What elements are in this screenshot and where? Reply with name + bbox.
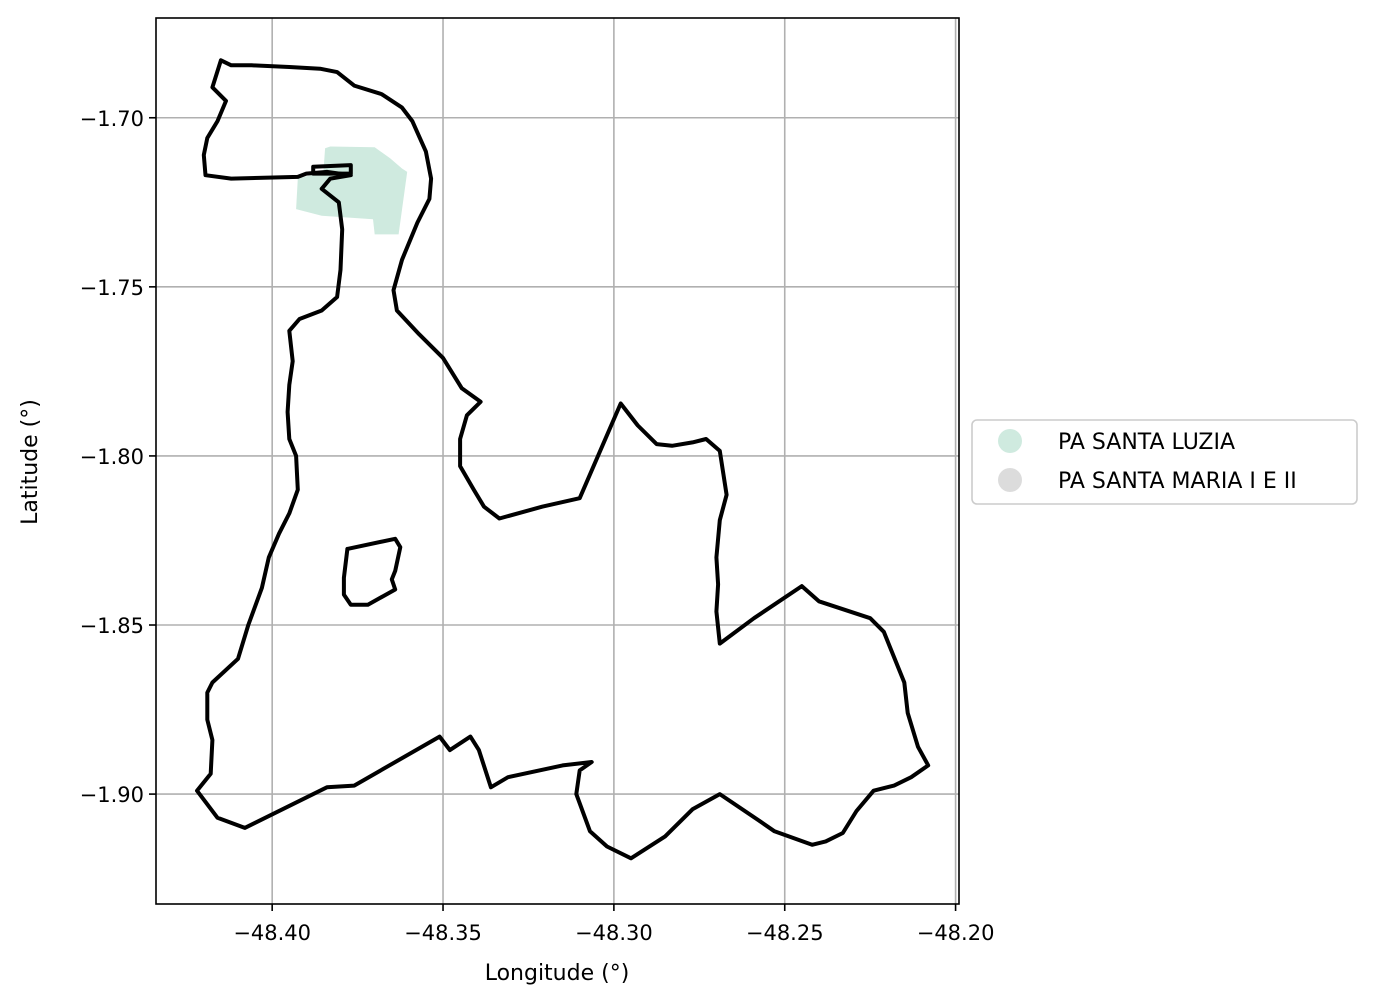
boundary-inner-hole xyxy=(341,536,403,607)
legend-label-santa-luzia: PA SANTA LUZIA xyxy=(1058,430,1235,455)
legend-box xyxy=(971,419,1358,505)
y-tick-label: −1.80 xyxy=(80,445,144,469)
legend: PA SANTA LUZIA PA SANTA MARIA I E II xyxy=(971,419,1358,505)
filled-areas xyxy=(296,146,408,235)
legend-label-santa-maria: PA SANTA MARIA I E II xyxy=(1058,469,1297,494)
y-tick-label: −1.70 xyxy=(80,107,144,131)
x-tick-label: −48.25 xyxy=(746,921,824,945)
x-axis-label: Longitude (°) xyxy=(485,961,630,986)
y-axis-ticks: −1.70 −1.75 −1.80 −1.85 −1.90 xyxy=(80,107,156,807)
y-axis-label: Latitude (°) xyxy=(18,399,43,525)
grid-lines xyxy=(156,18,959,904)
y-tick-label: −1.90 xyxy=(80,783,144,807)
x-tick-label: −48.40 xyxy=(233,921,311,945)
plot-frame xyxy=(155,17,960,905)
x-tick-label: −48.35 xyxy=(404,921,482,945)
legend-marker-santa-maria xyxy=(998,468,1022,492)
x-tick-label: −48.20 xyxy=(917,921,995,945)
y-tick-label: −1.85 xyxy=(80,614,144,638)
legend-marker-santa-luzia xyxy=(998,429,1022,453)
santa-luzia-area xyxy=(296,146,408,235)
boundary-lines xyxy=(195,58,931,861)
boundary-notch xyxy=(311,163,353,176)
boundary-outer xyxy=(195,58,931,861)
x-tick-label: −48.30 xyxy=(575,921,653,945)
x-axis-ticks: −48.40 −48.35 −48.30 −48.25 −48.20 xyxy=(233,904,994,945)
y-tick-label: −1.75 xyxy=(80,276,144,300)
